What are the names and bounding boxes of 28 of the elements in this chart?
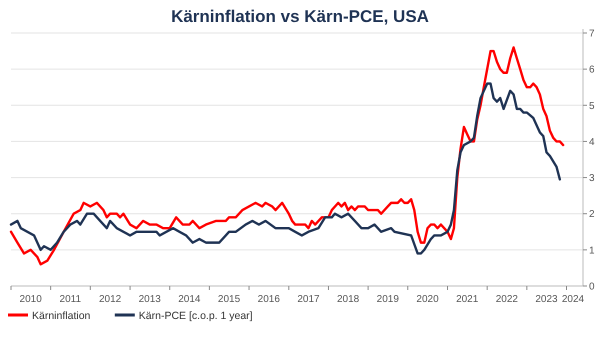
x-tick-label: 2019 (376, 294, 400, 305)
y-tick-label: 1 (589, 245, 595, 256)
x-tick-label: 2021 (456, 294, 479, 305)
line-series (10, 82, 562, 255)
x-tick-label: 2013 (138, 294, 162, 305)
x-tick-label: 2016 (258, 294, 280, 305)
y-tick-label: 5 (589, 100, 595, 112)
x-tick-label: 2011 (60, 294, 82, 305)
x-tick-label: 2014 (178, 294, 201, 305)
y-tick-label: 2 (589, 209, 595, 220)
legend-label: Kärn-PCE [c.o.p. 1 year] (138, 310, 253, 322)
y-tick-label: 7 (589, 28, 595, 40)
legend-label: Kärninflation (32, 310, 91, 322)
x-tick-label: 2018 (336, 294, 360, 305)
x-tick-label: 2020 (416, 294, 440, 305)
y-tick-label: 0 (589, 282, 595, 292)
chart-title: Kärninflation vs Kärn-PCE, USA (171, 7, 429, 26)
x-tick-label: 2012 (98, 294, 122, 305)
line-series (10, 46, 564, 266)
x-tick-label: 2023 (535, 294, 558, 305)
x-tick-label: 2015 (218, 294, 241, 305)
x-tick-label: 2022 (496, 294, 518, 305)
y-tick-label: 6 (589, 64, 595, 76)
x-tick-label: 2010 (20, 294, 42, 305)
x-tick-label: 2017 (297, 294, 320, 305)
y-tick-label: 4 (589, 136, 595, 148)
y-tick-label: 3 (589, 173, 595, 184)
x-tick-label: 2024 (562, 294, 585, 305)
